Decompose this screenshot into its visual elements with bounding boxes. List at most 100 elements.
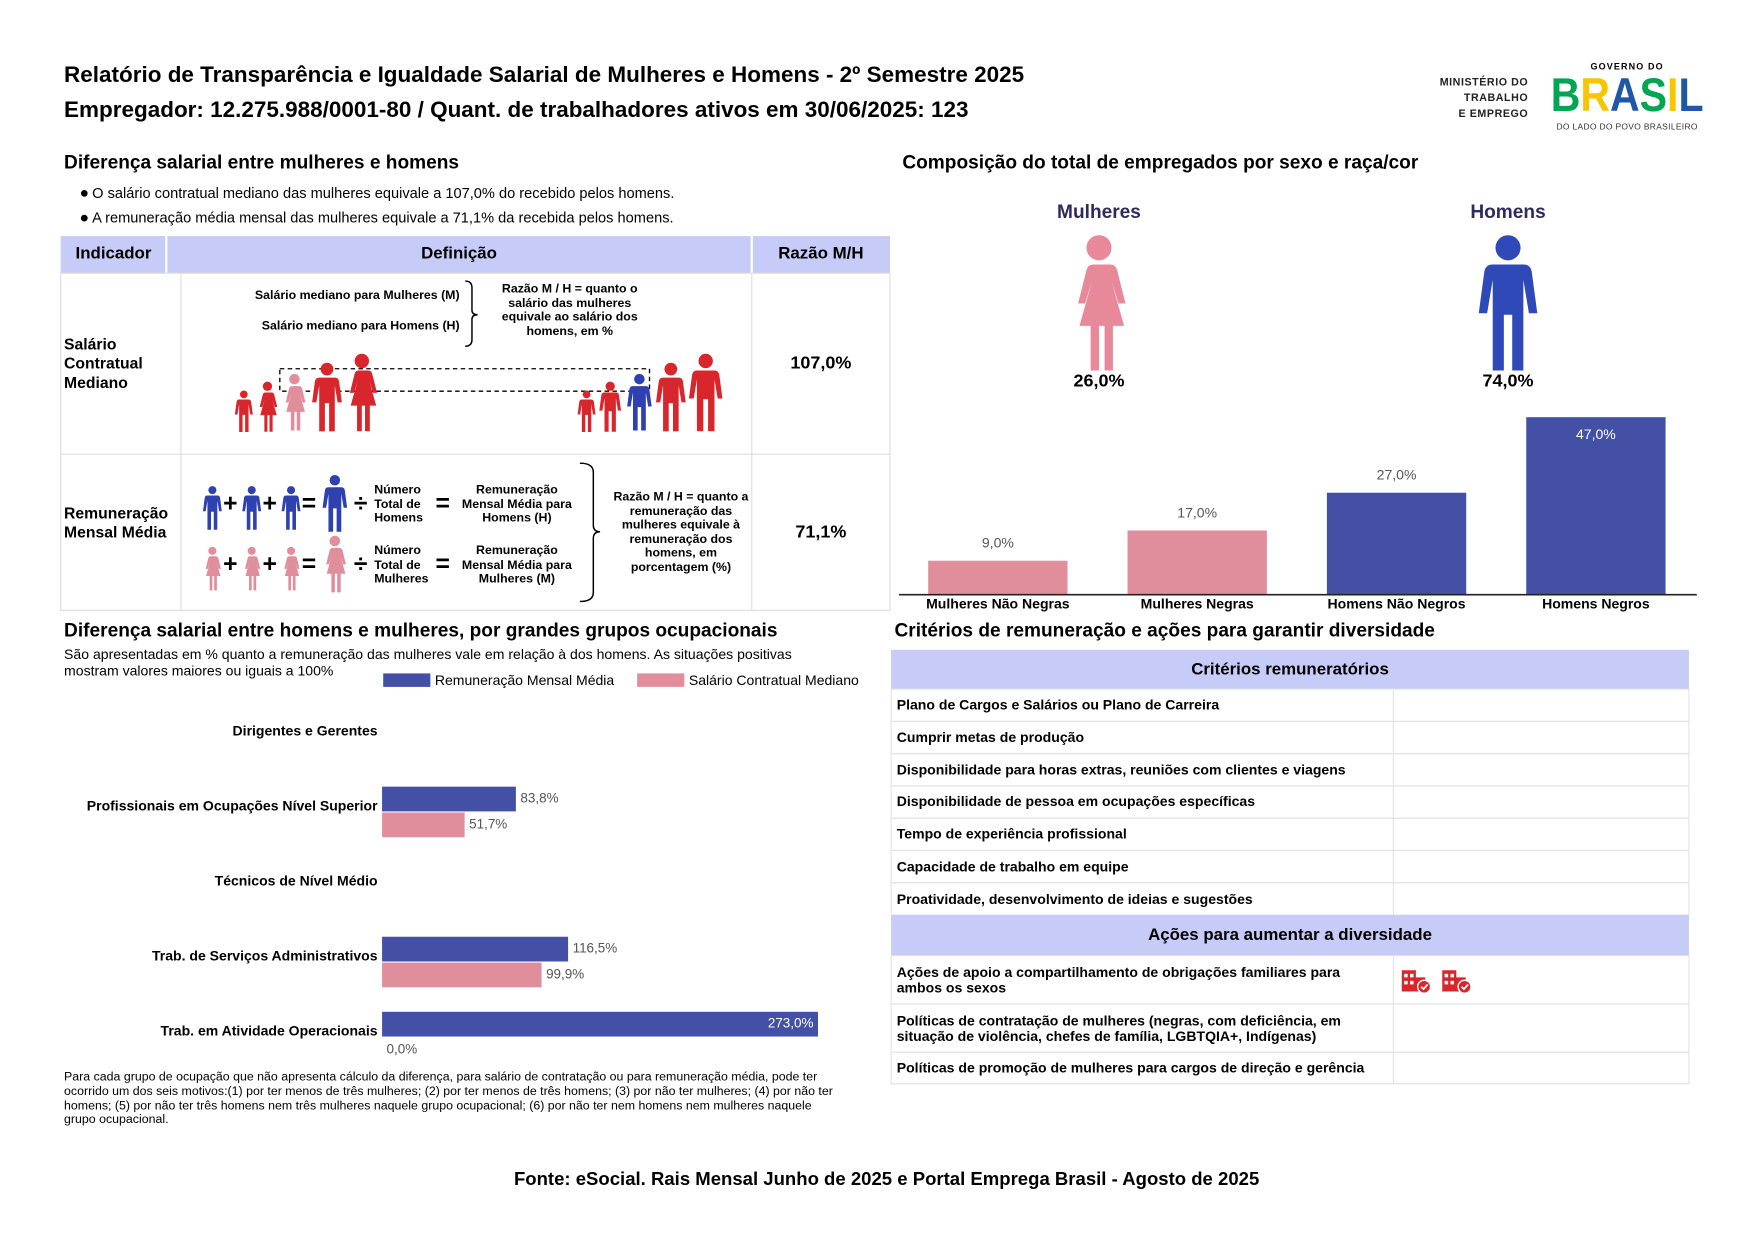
man-icon [281,486,301,530]
operator: + [223,490,237,517]
man-icon [242,486,262,530]
criteria-item: Disponibilidade para horas extras, reuni… [896,761,1346,778]
man-icon [688,353,723,432]
value-label: 116,5% [573,941,618,956]
value-label: 17,0% [1177,504,1217,520]
operator: ÷ [354,490,368,517]
man-icon [655,362,686,432]
section-title: Diferença salarial entre mulheres e home… [64,151,460,174]
group-label: Homens [1470,201,1546,223]
definition-text: Número Total de Mulheres [374,544,429,586]
bar [382,812,465,838]
man-icon [234,390,253,432]
section-title: Diferença salarial entre homens e mulher… [64,619,778,641]
report-title: Relatório de Transparência e Igualdade S… [64,62,1025,88]
criteria-item: Tempo de experiência profissional [896,826,1127,843]
man-icon [202,486,222,530]
ministry-line: TRABALHO [1463,92,1529,105]
x-tick-label: Homens Não Negros [1328,596,1466,612]
value-label: 27,0% [1377,467,1417,483]
brand: BRASIL [1551,69,1704,122]
woman-icon [244,546,261,591]
legend-swatch [383,673,431,687]
value-label: 51,7% [469,816,507,831]
woman-icon [284,546,300,591]
bar [1326,492,1467,595]
definition-text: Remuneração Mensal Média para Mulheres (… [461,544,572,586]
y-tick-label: Trab. em Atividade Operacionais [161,1023,378,1039]
table-header: Definição [421,243,497,264]
section-title: Critérios de remuneração e ações para ga… [894,619,1435,641]
y-tick-label: Dirigentes e Gerentes [233,723,378,739]
definition-text: Número Total de Homens [374,483,423,526]
median-box [279,368,651,392]
value-label: 47,0% [1576,426,1616,442]
criteria-header: Critérios remuneratórios [1191,659,1389,679]
ratio-value: 71,1% [795,522,847,542]
government-label: GOVERNO DO [1590,61,1664,72]
x-tick-label: Mulheres Negras [1141,596,1254,612]
criteria-item: Capacidade de trabalho em equipe [896,858,1129,875]
operator: = [302,490,316,517]
woman-icon [326,535,346,593]
value-label: 83,8% [520,791,558,806]
ministry-line: MINISTÉRIO DO [1439,76,1529,89]
criteria-item: Políticas de contratação de mulheres (ne… [896,1012,1341,1044]
table-header: Razão M/H [778,243,864,264]
woman-icon [349,353,377,432]
group-label: Mulheres [1057,201,1141,223]
operator: = [436,490,450,517]
woman-icon [285,373,306,431]
report-subtitle: Empregador: 12.275.988/0001-80 / Quant. … [64,97,969,123]
ratio-value: 107,0% [790,354,852,374]
brand-letter: L [1678,69,1703,122]
x-tick-label: Homens Negros [1542,596,1650,612]
criteria-item: Disponibilidade de pessoa em ocupações e… [896,794,1256,810]
brace [465,280,478,347]
section-subtitle: São apresentadas em % quanto a remuneraç… [64,646,792,680]
indicator: Remuneração Mensal Média [64,503,169,541]
y-tick-label: Trab. de Serviços Administrativos [152,948,378,964]
operator: + [223,551,237,578]
y-tick-label: Técnicos de Nível Médio [215,873,378,889]
table-body [60,272,891,612]
brace [579,462,601,603]
ministry-line: E EMPREGO [1458,107,1529,121]
action-icon [1441,969,1472,994]
operator: ÷ [354,551,368,578]
indicator: Salário Contratual Mediano [64,335,143,392]
criteria-header-bg [891,915,1689,956]
x-tick-label: Mulheres Não Negras [926,596,1070,612]
bar [1526,417,1666,595]
group-share: 74,0% [1482,372,1534,392]
brand-letter: R [1580,69,1610,122]
woman-icon [205,546,221,591]
bar [382,962,542,988]
man-icon [627,373,652,431]
definition-text: Remuneração Mensal Média para Homens (H) [461,483,572,526]
brand-letter: A [1610,69,1640,122]
definition-text: Razão M / H = quanto o salário das mulhe… [501,282,638,338]
bar [928,560,1068,595]
legend-label: Remuneração Mensal Média [435,672,615,688]
bullet-text: A remuneração média mensal das mulheres … [92,209,674,226]
definition-text: Salário mediano para Mulheres (M) [254,288,460,303]
criteria-header: Ações para aumentar a diversidade [1148,925,1432,945]
criteria-header-bg [891,649,1689,690]
operator: + [262,490,276,517]
criteria-row [890,882,1690,916]
operator: = [436,551,450,578]
criteria-item: Políticas de promoção de mulheres para c… [896,1060,1365,1076]
operator: + [262,551,276,578]
operator: = [302,551,316,578]
table-header: Indicador [75,243,152,264]
man-icon [322,475,348,532]
brand-letter: B [1551,69,1581,122]
footnote: Para cada grupo de ocupação que não apre… [64,1070,833,1127]
criteria-row [890,1051,1690,1085]
man-icon [312,362,342,432]
man-icon [1478,235,1538,371]
criteria-item: Proatividade, desenvolvimento de ideias … [896,890,1253,907]
